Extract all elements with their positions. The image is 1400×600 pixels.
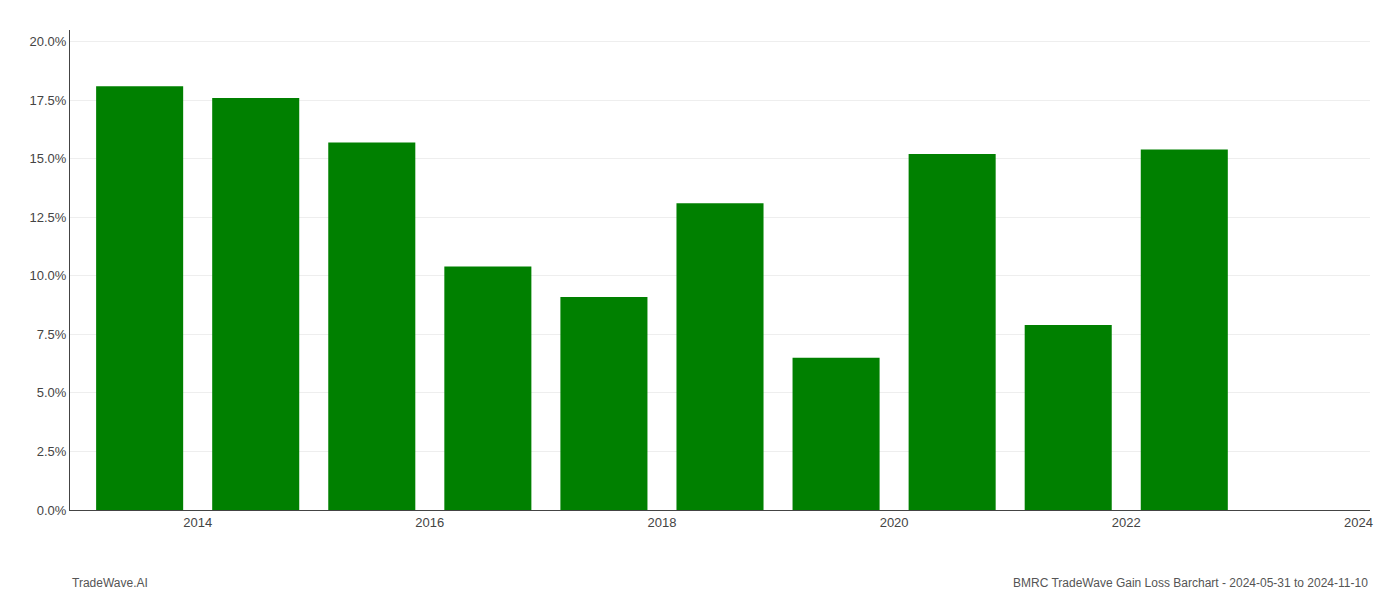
svg-text:BMRC TradeWave Gain Loss Barch: BMRC TradeWave Gain Loss Barchart - 2024… xyxy=(1013,576,1368,590)
svg-text:2018: 2018 xyxy=(647,515,676,530)
svg-text:2022: 2022 xyxy=(1112,515,1141,530)
svg-text:2024: 2024 xyxy=(1344,515,1373,530)
svg-text:0.0%: 0.0% xyxy=(37,503,67,518)
svg-text:7.5%: 7.5% xyxy=(37,327,67,342)
svg-text:10.0%: 10.0% xyxy=(30,268,67,283)
svg-text:12.5%: 12.5% xyxy=(30,210,67,225)
svg-text:2016: 2016 xyxy=(415,515,444,530)
svg-text:15.0%: 15.0% xyxy=(30,151,67,166)
svg-text:2.5%: 2.5% xyxy=(37,444,67,459)
svg-text:5.0%: 5.0% xyxy=(37,385,67,400)
svg-text:2014: 2014 xyxy=(183,515,212,530)
svg-text:2020: 2020 xyxy=(880,515,909,530)
svg-text:17.5%: 17.5% xyxy=(30,93,67,108)
svg-text:20.0%: 20.0% xyxy=(30,34,67,49)
svg-text:TradeWave.AI: TradeWave.AI xyxy=(72,576,148,590)
